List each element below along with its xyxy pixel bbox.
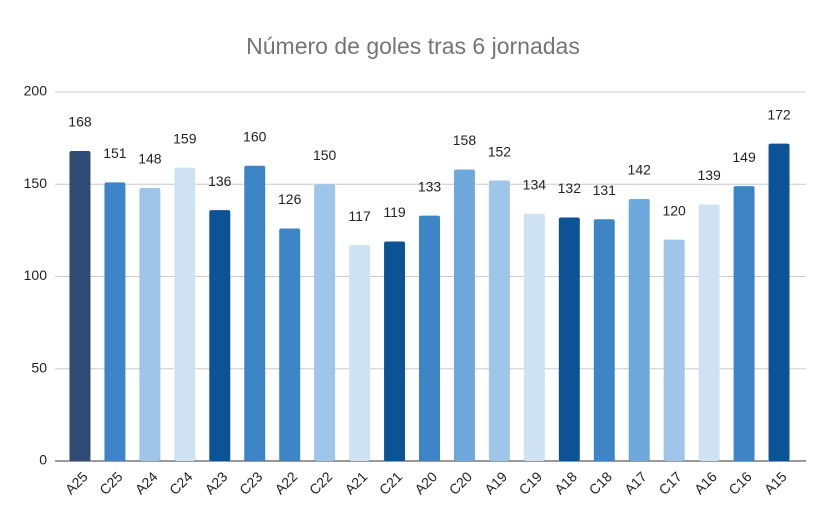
y-tick-label: 150: [24, 175, 48, 191]
value-label: 136: [208, 173, 232, 189]
bar: [593, 219, 615, 461]
bar: [104, 182, 126, 461]
value-label: 158: [453, 132, 477, 148]
x-tick-label: C23: [236, 468, 266, 498]
y-tick-label: 100: [24, 267, 48, 283]
x-tick-label: A20: [411, 468, 440, 497]
bar: [628, 199, 650, 461]
y-tick-label: 200: [24, 83, 48, 99]
x-tick-label: C19: [516, 468, 546, 498]
value-label: 149: [732, 149, 756, 165]
bar: [419, 215, 440, 461]
x-tick-label: C18: [586, 468, 616, 498]
bar: [663, 239, 685, 461]
value-label: 159: [173, 130, 197, 146]
value-label: 142: [628, 162, 652, 178]
x-tick-label: C21: [376, 468, 406, 498]
value-label: 139: [697, 167, 721, 183]
x-tick-label: A19: [481, 468, 510, 497]
bar: [349, 245, 371, 461]
y-tick-label: 50: [31, 359, 47, 375]
value-label: 151: [103, 145, 127, 161]
bar: [279, 228, 301, 461]
x-tick-label: C16: [725, 468, 755, 498]
value-label: 152: [488, 143, 512, 159]
bar: [698, 204, 720, 462]
bar: [174, 167, 196, 461]
x-tick-label: A25: [62, 468, 91, 497]
x-tick-label: A24: [132, 468, 161, 497]
bar: [384, 241, 406, 461]
bar: [768, 143, 790, 461]
value-label: 168: [68, 114, 92, 130]
value-label: 150: [313, 147, 337, 163]
bar: [523, 213, 545, 461]
x-tick-label: C25: [96, 468, 126, 498]
value-label: 126: [278, 191, 302, 207]
value-label: 132: [558, 180, 582, 196]
x-tick-label: A23: [202, 468, 231, 497]
bar: [139, 187, 161, 461]
chart-title: Número de goles tras 6 jornadas: [246, 33, 580, 59]
bar: [488, 180, 510, 461]
bar: [558, 217, 580, 461]
x-tick-label: C17: [655, 468, 685, 498]
value-label: 160: [243, 129, 267, 145]
value-label: 133: [418, 178, 442, 194]
bar: [209, 210, 231, 461]
x-tick-label: C20: [446, 468, 476, 498]
x-tick-label: A15: [761, 468, 790, 497]
value-label: 134: [523, 176, 547, 192]
bar: [314, 184, 336, 461]
y-tick-label: 0: [39, 452, 47, 468]
x-tick-label: A22: [271, 468, 300, 497]
x-tick-label: A16: [691, 468, 720, 497]
x-tick-label: A17: [621, 468, 650, 497]
value-label: 148: [138, 151, 162, 167]
x-tick-label: A21: [341, 468, 370, 497]
x-tick-label: A18: [551, 468, 580, 497]
bar: [244, 165, 266, 462]
x-tick-label: C24: [166, 468, 196, 498]
x-tick-label: C22: [306, 468, 336, 498]
bar: [733, 186, 755, 461]
value-label: 117: [348, 208, 371, 224]
value-label: 131: [593, 182, 617, 198]
value-label: 120: [662, 202, 686, 218]
value-label: 119: [383, 204, 406, 220]
bar: [69, 151, 91, 462]
bar: [453, 169, 475, 462]
value-label: 172: [767, 106, 791, 122]
